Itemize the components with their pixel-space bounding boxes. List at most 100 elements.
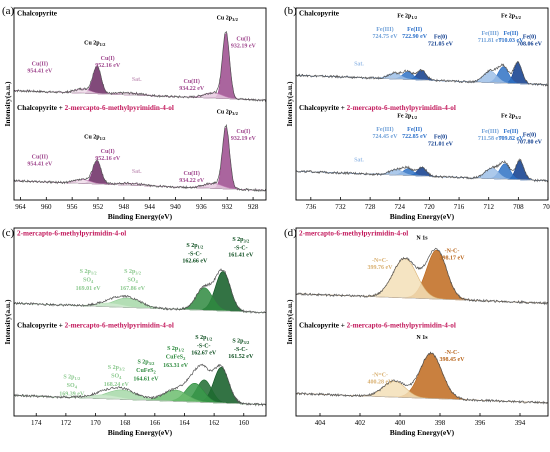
peak-label-line: Cu 2p [84, 40, 100, 46]
peak-label-line: SO [83, 278, 91, 284]
x-tick-label: 172 [61, 419, 72, 427]
peak-label: Sat. [354, 62, 364, 68]
x-tick-label: 166 [150, 419, 161, 427]
peak-label-subscript: 1/2 [198, 244, 205, 249]
peak-label-line: 711.81 eV [478, 38, 503, 44]
peak-label-line: Cu(II) [184, 78, 200, 85]
peak-label-line: 398.17 eV [440, 255, 466, 261]
spectrum-2 [14, 363, 266, 407]
peak-label: N 1s [416, 335, 428, 341]
sample-name-part: Chalcopyrite + [17, 104, 65, 112]
sample-name-part: 2-mercapto-6-methylpyrimidin-4-ol [65, 104, 174, 112]
peak-label-line: 399.76 eV [368, 265, 394, 271]
peak-label-subscript: 3/2 [232, 111, 239, 116]
peak-label-subscript: 1/2 [100, 42, 107, 47]
peak-label-subscript: 1/2 [91, 271, 98, 276]
peak-label-line: 952.16 eV [95, 63, 121, 69]
peak-label: Cu(II) 934.22 eV [179, 78, 205, 92]
plot-area [296, 60, 548, 183]
peak-label-subscript: 1/2 [411, 115, 418, 120]
peak-label: Fe(0) 707.80 eV [517, 132, 543, 146]
sample-name-part: Chalcopyrite [299, 10, 339, 18]
peak-label: Cu(I) 952.16 eV [95, 55, 121, 69]
axes-frame [13, 227, 267, 417]
y-axis-label: Intensity(a.u.) [3, 81, 12, 127]
peak-label-line: Fe(0) [434, 134, 447, 141]
spectrum-1 [296, 60, 548, 87]
peak-label-subscript: 3/2 [149, 361, 156, 366]
x-tick-label: 704 [543, 203, 550, 211]
peak-label-line: -S-C- [197, 343, 211, 349]
sample-name-2: Chalcopyrite + 2-mercapto-6-methylpyrimi… [299, 104, 456, 112]
peak-label: S 2p3/2 SO4 167.86 eV [120, 269, 146, 292]
peak-label-line: 722.85 eV [402, 134, 428, 140]
sample-name-part: 2-mercapto-6-methylpyrimidin-4-ol [347, 322, 456, 330]
peak-label-line: 954.41 eV [27, 162, 53, 168]
sample-name-1: Chalcopyrite [299, 10, 339, 18]
peak-label: Sat. [132, 77, 142, 83]
peak-label-subscript: 4 [119, 375, 122, 380]
sample-name-part: 2-mercapto-6-methylpyrimidin-4-ol [65, 322, 174, 330]
peak-label-subscript: 1/2 [411, 15, 418, 20]
x-tick-label: 708 [513, 203, 524, 211]
x-tick-label: 160 [239, 419, 250, 427]
peak-label: Cu(II) 954.41 eV [27, 154, 53, 168]
spectrum-2 [296, 351, 548, 405]
peak-label-subscript: 1/2 [178, 348, 185, 353]
peak-label-subscript: 2 [153, 369, 156, 374]
peak-label-line: S 2p [124, 269, 136, 275]
raw-spectrum-line [14, 363, 266, 407]
peak-label-line: 161.41 eV [228, 253, 254, 259]
plot-area [14, 268, 266, 407]
peak-label-line: S 2p [108, 365, 120, 371]
peak-label-line: 722.90 eV [402, 34, 428, 40]
axes-frame [295, 227, 549, 417]
peak-label: Cu(II) 934.22 eV [179, 170, 205, 184]
peak-label-line: N 1s [416, 335, 428, 341]
peak-label-line: N 1s [416, 235, 428, 241]
spectrum-2 [14, 123, 266, 193]
x-tick-label: 716 [454, 203, 465, 211]
peak-label-subscript: 3/2 [515, 15, 522, 20]
peak-label-line: SO [67, 383, 75, 389]
peak-label: Fe(II) 722.85 eV [402, 126, 428, 140]
peak-label-line: -S-C- [234, 246, 248, 252]
peak-label: Cu(I) 932.19 eV [231, 36, 257, 50]
peak-label: Fe(II) 710.03 eV [498, 30, 524, 44]
peak-label-line: 932.19 eV [231, 136, 257, 142]
sample-name-part: Chalcopyrite + [299, 104, 347, 112]
peak-label: S 2p1/2 CuFeS2 163.31 eV [163, 346, 189, 369]
sample-name-part: Chalcopyrite [17, 10, 57, 18]
x-tick-label: 394 [515, 419, 526, 427]
plot-area [14, 30, 266, 193]
sample-name-2: Chalcopyrite + 2-mercapto-6-methylpyrimi… [299, 322, 456, 330]
x-tick-label: 168 [120, 419, 131, 427]
peak-label-line: 168.24 eV [104, 382, 130, 388]
sample-name-1: 2-mercapto-6-methylpyrimidin-4-ol [299, 230, 408, 238]
peak-label: Cu 2p3/2 [217, 110, 239, 117]
peak-label: S 2p3/2 -S-C-161.52 eV [228, 339, 254, 361]
peak-label-line: Fe(0) [434, 34, 447, 41]
peak-label-line: 400.28 eV [368, 380, 394, 386]
peak-label-line: 954.41 eV [27, 69, 53, 75]
chart-panel-b: Chalcopyrite Fe 2p3/2Fe(0) 708.06 eVFe(II)… [284, 5, 550, 221]
peak-label: Fe(0) 721.01 eV [428, 134, 454, 148]
peak-label-line: SO [111, 374, 119, 380]
peak-label-subscript: 2 [183, 356, 186, 361]
background-line [14, 180, 266, 191]
peak-label-line: Cu(II) [32, 61, 48, 68]
peak-label-line: Sat. [354, 62, 364, 68]
peak-label-line: 709.82 eV [498, 136, 524, 142]
peak-label: Fe 2p3/2 [501, 113, 522, 120]
peak-label-line: 724.75 eV [372, 34, 398, 40]
peak-label-subscript: 1/2 [100, 136, 107, 141]
sample-name-part: 2-mercapto-6-methylpyrimidin-4-ol [347, 104, 456, 112]
peak-label-line: 398.45 eV [440, 357, 466, 363]
sample-name-part: 2-mercapto-6-methylpyrimidin-4-ol [299, 230, 408, 238]
peak-label-line: S 2p [232, 339, 244, 345]
peak-label-line: Fe 2p [397, 113, 412, 119]
peak-label: Cu(II) 954.41 eV [27, 61, 53, 75]
peak-label-line: S 2p [232, 237, 244, 243]
peak-label-line: 163.31 eV [163, 363, 189, 369]
peak-label-line: -S-C- [234, 347, 248, 353]
